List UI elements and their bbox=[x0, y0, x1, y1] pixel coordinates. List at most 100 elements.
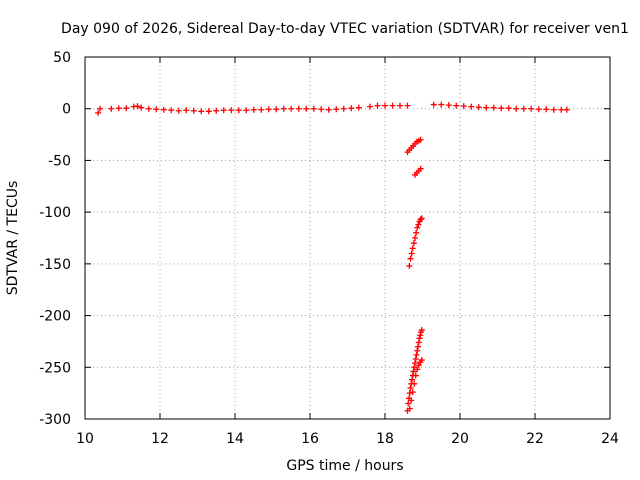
data-point bbox=[411, 380, 418, 387]
data-point bbox=[190, 107, 197, 114]
data-point bbox=[123, 105, 130, 112]
data-point bbox=[414, 224, 421, 231]
x-tick-label: 20 bbox=[451, 431, 469, 447]
data-point bbox=[389, 102, 396, 109]
data-point bbox=[95, 109, 102, 116]
data-point bbox=[513, 105, 520, 112]
plot-frame bbox=[84, 56, 611, 420]
data-point bbox=[445, 102, 452, 109]
y-tick-label: -100 bbox=[39, 205, 71, 221]
data-point bbox=[134, 103, 141, 110]
data-point bbox=[409, 376, 415, 383]
data-point bbox=[303, 105, 310, 112]
data-point bbox=[310, 105, 317, 112]
data-point bbox=[410, 240, 417, 247]
data-point bbox=[407, 384, 414, 391]
data-point bbox=[407, 255, 414, 262]
data-point bbox=[228, 107, 235, 114]
data-point bbox=[460, 103, 467, 110]
data-point bbox=[505, 105, 512, 112]
data-point bbox=[243, 107, 250, 114]
x-tick-label: 16 bbox=[301, 431, 319, 447]
data-point bbox=[414, 366, 421, 373]
y-tick-label: 50 bbox=[53, 50, 71, 66]
data-point bbox=[145, 105, 152, 112]
x-tick-label: 10 bbox=[76, 431, 94, 447]
y-tick-label: 0 bbox=[62, 102, 71, 118]
data-point bbox=[498, 105, 505, 112]
data-point bbox=[412, 356, 419, 363]
data-point bbox=[288, 105, 295, 112]
data-point bbox=[558, 106, 565, 113]
y-tick-label: -250 bbox=[39, 360, 71, 376]
data-point bbox=[417, 165, 424, 172]
y-axis-label: SDTVAR / TECUs bbox=[5, 181, 21, 296]
data-point bbox=[404, 102, 411, 109]
data-point bbox=[406, 262, 413, 269]
data-point bbox=[160, 106, 167, 113]
data-point bbox=[412, 235, 418, 241]
data-point bbox=[563, 106, 570, 113]
data-point bbox=[198, 108, 205, 115]
data-point bbox=[418, 215, 425, 222]
x-axis-label: GPS time / hours bbox=[286, 458, 403, 474]
y-tick-label: -150 bbox=[39, 257, 71, 273]
y-tick-label: -200 bbox=[39, 309, 71, 325]
x-tick-label: 22 bbox=[526, 431, 544, 447]
data-point bbox=[258, 106, 265, 113]
y-tick-label: -300 bbox=[39, 412, 71, 428]
data-point bbox=[410, 368, 417, 375]
axis-ticks bbox=[84, 56, 611, 420]
data-point bbox=[418, 357, 425, 364]
x-tick-label: 14 bbox=[226, 431, 244, 447]
data-point bbox=[520, 105, 527, 112]
grid-lines bbox=[85, 57, 610, 419]
data-point bbox=[535, 106, 542, 113]
data-point bbox=[408, 250, 415, 257]
x-tick-label: 12 bbox=[151, 431, 169, 447]
data-point bbox=[340, 105, 347, 112]
data-point bbox=[183, 107, 190, 114]
data-point bbox=[406, 405, 413, 412]
data-point bbox=[205, 108, 212, 115]
data-point bbox=[318, 106, 325, 113]
data-point bbox=[415, 343, 421, 350]
data-point bbox=[397, 102, 403, 109]
data-point bbox=[438, 101, 445, 108]
y-tick-label: -50 bbox=[48, 153, 71, 169]
data-point bbox=[417, 216, 424, 223]
data-point bbox=[412, 360, 418, 367]
data-point bbox=[355, 104, 362, 111]
x-tick-label: 24 bbox=[601, 431, 619, 447]
data-point bbox=[250, 106, 257, 113]
data-point bbox=[412, 372, 419, 379]
data-point bbox=[543, 106, 550, 113]
data-point bbox=[138, 104, 145, 111]
data-point bbox=[108, 105, 115, 112]
data-point bbox=[475, 104, 482, 111]
data-point bbox=[453, 102, 460, 109]
data-point bbox=[213, 107, 220, 114]
x-tick-label: 18 bbox=[376, 431, 394, 447]
data-point bbox=[273, 106, 280, 113]
data-point bbox=[413, 351, 420, 358]
data-points bbox=[95, 101, 570, 414]
data-point bbox=[325, 106, 332, 113]
data-point bbox=[97, 105, 103, 112]
data-point bbox=[115, 105, 122, 112]
data-point bbox=[406, 390, 413, 397]
data-point bbox=[295, 105, 302, 112]
data-point bbox=[417, 136, 424, 143]
data-point bbox=[418, 327, 425, 334]
data-point bbox=[550, 106, 557, 113]
data-point bbox=[528, 105, 535, 112]
data-point bbox=[409, 245, 416, 252]
data-point bbox=[414, 347, 421, 354]
data-point bbox=[280, 105, 287, 112]
data-point bbox=[348, 105, 355, 112]
data-point bbox=[413, 229, 420, 236]
data-point bbox=[235, 107, 242, 114]
data-point bbox=[374, 102, 381, 109]
data-point bbox=[415, 221, 422, 228]
